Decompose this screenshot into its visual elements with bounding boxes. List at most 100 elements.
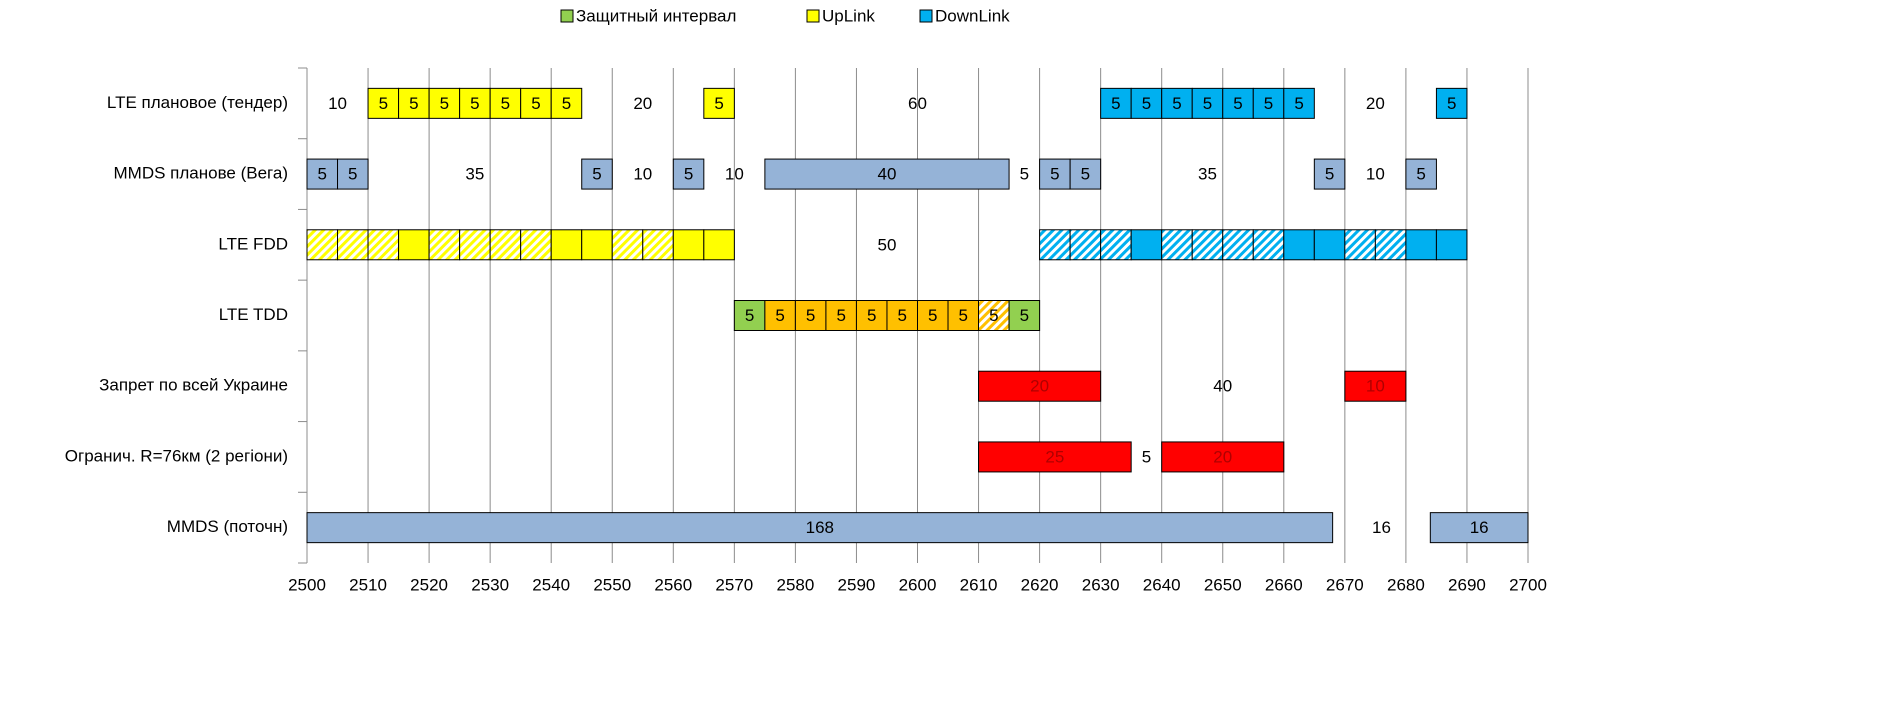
segment [1222, 87, 1254, 119]
segment-label: 10 [1366, 165, 1385, 184]
segment [1252, 229, 1285, 261]
segment-label: 20 [1366, 94, 1385, 113]
segment [1344, 229, 1376, 261]
x-tick-label: 2530 [471, 575, 509, 594]
segment [1191, 229, 1224, 261]
segment-label: 16 [1372, 518, 1391, 537]
category-label: LTE TDD [219, 305, 288, 324]
segment-label: 60 [908, 94, 927, 113]
gap [307, 371, 979, 401]
segment [1435, 229, 1468, 261]
x-tick-label: 2570 [715, 575, 753, 594]
segment [306, 158, 339, 190]
segment [1100, 87, 1132, 119]
x-tick-label: 2590 [838, 575, 876, 594]
segment [1130, 87, 1163, 119]
segment-label: 5 [318, 165, 327, 184]
segment [1313, 158, 1346, 190]
category-label: LTE FDD [218, 234, 288, 253]
segment [581, 229, 613, 261]
x-tick-label: 2540 [532, 575, 570, 594]
segment [1161, 441, 1285, 473]
segment [581, 158, 613, 190]
segment [367, 229, 400, 261]
category-label: Огранич. R=76км (2 регіони) [65, 446, 288, 465]
segment-label: 25 [1045, 447, 1064, 466]
category-label: MMDS (поточн) [167, 517, 288, 536]
segment-label: 5 [348, 165, 357, 184]
segment [1130, 229, 1163, 261]
segment [1222, 229, 1254, 261]
x-tick-label: 2560 [654, 575, 692, 594]
x-tick-label: 2700 [1509, 575, 1547, 594]
legend-swatch [560, 9, 574, 23]
x-tick-label: 2690 [1448, 575, 1486, 594]
segment [703, 87, 735, 119]
x-tick-label: 2610 [960, 575, 998, 594]
segment [1283, 87, 1315, 119]
x-tick-label: 2630 [1082, 575, 1120, 594]
segment-label: 5 [959, 306, 968, 325]
segment [1405, 158, 1437, 190]
segment [1191, 87, 1224, 119]
segment-label: 5 [1294, 94, 1303, 113]
segment [1069, 229, 1102, 261]
x-tick-label: 2670 [1326, 575, 1364, 594]
x-tick-label: 2640 [1143, 575, 1181, 594]
x-tick-label: 2500 [288, 575, 326, 594]
segment [520, 229, 552, 261]
legend-label: Защитный интервал [576, 6, 736, 25]
segment [337, 229, 369, 261]
segment [459, 87, 491, 119]
segment-label: 5 [562, 94, 571, 113]
segment [1435, 87, 1468, 119]
segment-label: 10 [1366, 377, 1385, 396]
segment [825, 300, 857, 331]
segment-label: 5 [440, 94, 449, 113]
segment [306, 512, 1334, 544]
segment [764, 300, 796, 331]
segment-label: 5 [1203, 94, 1212, 113]
segment-label: 5 [1142, 94, 1151, 113]
segment-label: 16 [1470, 518, 1489, 537]
segment [520, 87, 552, 119]
segment [764, 158, 1010, 190]
segment [642, 229, 674, 261]
segment [1069, 158, 1102, 190]
segment-label: 20 [633, 94, 652, 113]
segment-label: 5 [1142, 447, 1151, 466]
category-label: Запрет по всей Украине [99, 376, 288, 395]
segment-label: 5 [775, 306, 784, 325]
x-tick-label: 2520 [410, 575, 448, 594]
segment-label: 35 [465, 165, 484, 184]
segment-label: 40 [1213, 377, 1232, 396]
segment [1313, 229, 1346, 261]
segment-label: 40 [878, 165, 897, 184]
x-tick-label: 2680 [1387, 575, 1425, 594]
segment [703, 229, 735, 261]
segment-label: 10 [633, 165, 652, 184]
gap [307, 442, 979, 472]
segment [947, 300, 980, 331]
segment-label: 5 [989, 306, 998, 325]
segment-label: 20 [1213, 447, 1232, 466]
segment-label: 5 [1172, 94, 1181, 113]
segment-label: 5 [531, 94, 540, 113]
segment [1100, 229, 1132, 261]
x-tick-label: 2580 [776, 575, 814, 594]
segment [428, 87, 461, 119]
segment-label: 5 [684, 165, 693, 184]
segment-label: 168 [806, 518, 834, 537]
segment [337, 158, 369, 190]
category-label: MMDS планове (Вега) [114, 164, 289, 183]
x-tick-label: 2620 [1021, 575, 1059, 594]
segment [1039, 229, 1071, 261]
segment [428, 229, 461, 261]
x-tick-label: 2600 [899, 575, 937, 594]
segment [489, 87, 522, 119]
segment-label: 5 [806, 306, 815, 325]
segment-label: 5 [1233, 94, 1242, 113]
legend-label: DownLink [935, 6, 1010, 25]
segment-label: 5 [592, 165, 601, 184]
segment-label: 35 [1198, 165, 1217, 184]
